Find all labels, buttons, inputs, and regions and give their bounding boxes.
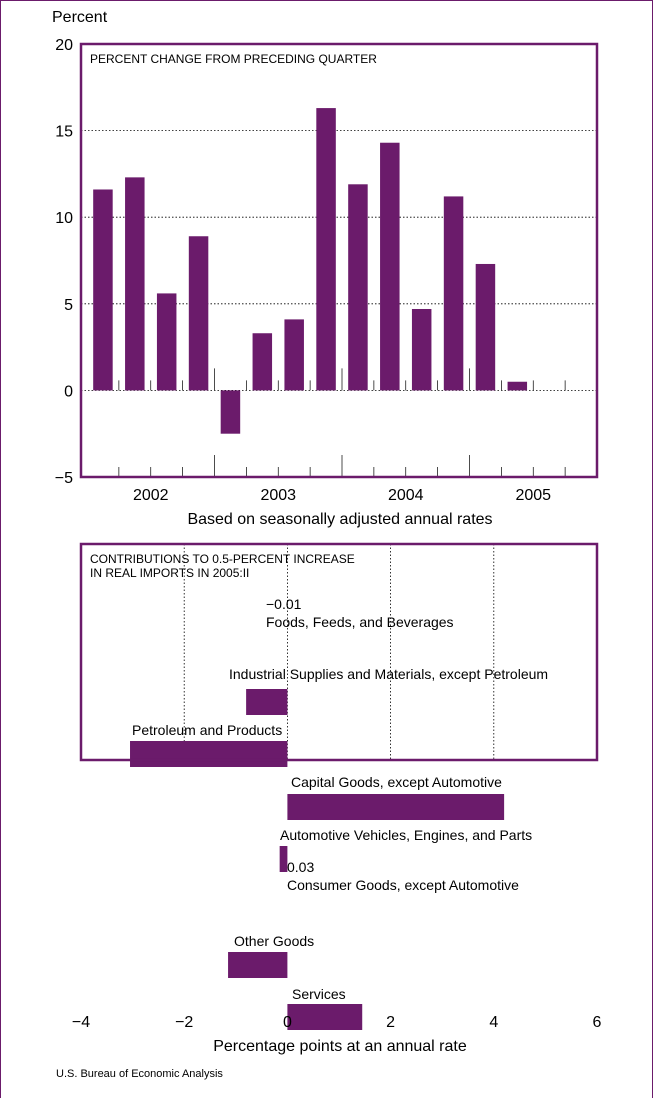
bottom-data-label: −0.01 bbox=[266, 596, 302, 612]
bottom-data-label: 0.03 bbox=[287, 859, 314, 875]
bottom-category-label: Services bbox=[292, 986, 346, 1002]
bottom-x-tick-label: 4 bbox=[489, 1014, 498, 1031]
top-y-unit-label: Percent bbox=[52, 9, 108, 26]
bottom-x-tick-label: 6 bbox=[593, 1014, 602, 1031]
bottom-x-tick-label: −2 bbox=[175, 1014, 193, 1031]
bottom-x-tick-label: 2 bbox=[386, 1014, 395, 1031]
bottom-gridlines bbox=[183, 544, 495, 760]
bottom-category-label: Petroleum and Products bbox=[132, 722, 282, 738]
top-year-labels: 2002 2003 2004 2005 bbox=[133, 487, 551, 504]
bottom-x-tick-labels: −4 −2 0 2 4 6 bbox=[72, 1014, 602, 1031]
top-year-label: 2005 bbox=[515, 487, 551, 504]
top-footnote: Based on seasonally adjusted annual rate… bbox=[187, 511, 492, 528]
bottom-category-label: Capital Goods, except Automotive bbox=[291, 774, 502, 790]
source-note: U.S. Bureau of Economic Analysis bbox=[56, 1068, 223, 1080]
top-y-tick-label: −5 bbox=[55, 470, 73, 487]
top-bar bbox=[507, 381, 528, 391]
top-bar bbox=[156, 293, 177, 391]
top-bar bbox=[93, 189, 113, 391]
top-year-label: 2003 bbox=[260, 487, 296, 504]
top-bars bbox=[93, 108, 528, 434]
bottom-category-labels: Foods, Feeds, and Beverages −0.01 Industri… bbox=[132, 596, 548, 1002]
bottom-bar bbox=[287, 1004, 363, 1030]
top-y-tick-label: 0 bbox=[64, 383, 73, 400]
top-bar bbox=[411, 308, 432, 391]
bottom-category-label: Other Goods bbox=[234, 933, 314, 949]
bottom-bar bbox=[228, 952, 288, 978]
top-bar bbox=[252, 333, 273, 391]
bottom-plot-frame bbox=[79, 542, 599, 762]
top-bar bbox=[125, 177, 145, 391]
bottom-x-axis-label: Percentage points at an annual rate bbox=[213, 1038, 467, 1055]
bottom-category-label: Consumer Goods, except Automotive bbox=[287, 877, 519, 893]
bottom-category-label: Automotive Vehicles, Engines, and Parts bbox=[280, 827, 532, 843]
bottom-x-tick-label: −4 bbox=[72, 1014, 90, 1031]
top-bar bbox=[284, 319, 304, 391]
top-bar bbox=[443, 196, 464, 391]
top-x-ticks bbox=[118, 368, 566, 477]
top-bar bbox=[188, 236, 209, 391]
bottom-category-label: Industrial Supplies and Materials, excep… bbox=[229, 666, 548, 682]
top-y-tick-label: 5 bbox=[64, 297, 73, 314]
top-year-label: 2002 bbox=[133, 487, 169, 504]
bottom-bars bbox=[130, 689, 505, 1030]
bottom-bar bbox=[287, 794, 505, 820]
bottom-bar bbox=[130, 741, 288, 767]
top-bar bbox=[475, 263, 496, 391]
bottom-category-label: Foods, Feeds, and Beverages bbox=[266, 614, 454, 630]
top-bar bbox=[380, 142, 400, 391]
bottom-inner-title-line2: IN REAL IMPORTS IN 2005:II bbox=[90, 566, 249, 580]
top-plot-frame bbox=[79, 42, 599, 479]
top-y-tick-labels: 20 15 10 5 0 −5 bbox=[55, 37, 73, 487]
top-y-tick-label: 10 bbox=[55, 210, 73, 227]
top-bar bbox=[316, 108, 336, 391]
top-bar bbox=[220, 390, 241, 434]
top-y-tick-label: 20 bbox=[55, 37, 73, 54]
bottom-bar bbox=[279, 846, 288, 872]
top-y-tick-label: 15 bbox=[55, 124, 73, 141]
bottom-inner-title-line1: CONTRIBUTIONS TO 0.5-PERCENT INCREASE bbox=[90, 552, 355, 566]
bottom-x-tick-label: 0 bbox=[283, 1014, 292, 1031]
top-inner-title: PERCENT CHANGE FROM PRECEDING QUARTER bbox=[90, 52, 377, 66]
top-bar bbox=[348, 184, 368, 391]
top-year-label: 2004 bbox=[388, 487, 424, 504]
bottom-bar bbox=[246, 689, 288, 715]
